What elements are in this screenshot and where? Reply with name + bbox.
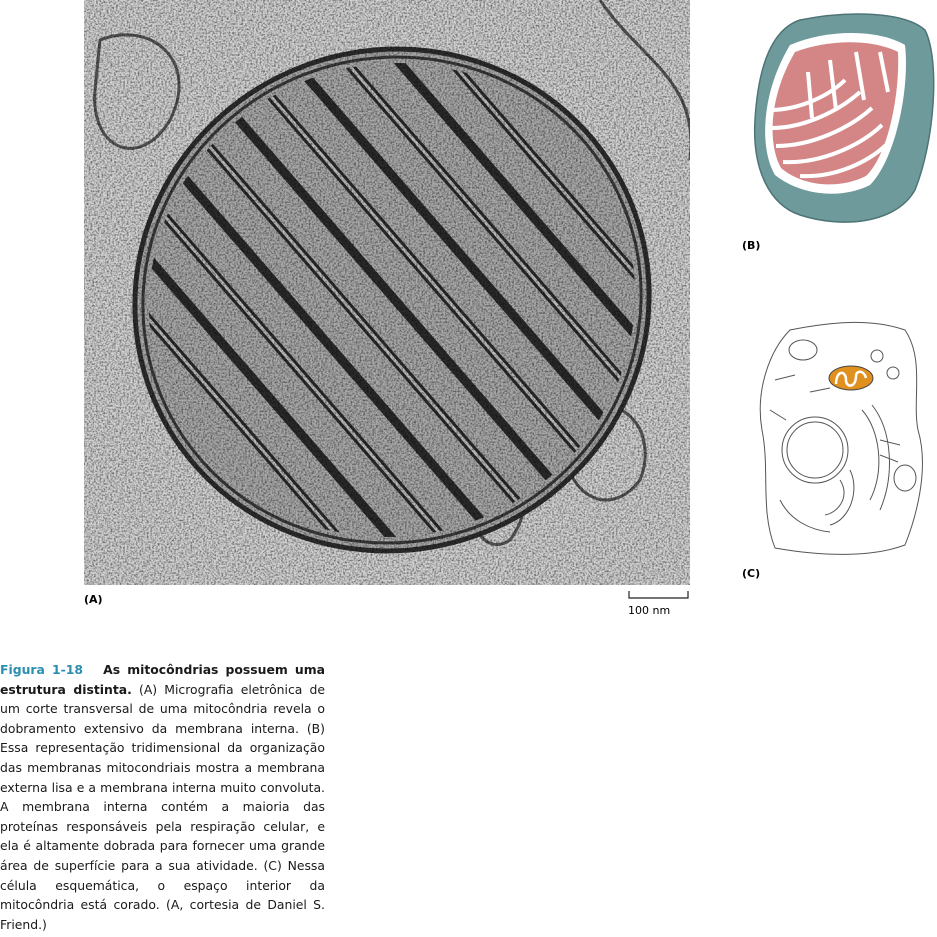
mitochondrion-3d [753, 13, 935, 223]
figure-panels: (A) 100 nm (B) (C) [84, 0, 935, 617]
inner-membrane [772, 42, 899, 185]
cell-membrane [759, 321, 923, 555]
crista-3d [799, 143, 888, 179]
vesicle [886, 366, 900, 380]
panel-label: (B) [742, 239, 760, 252]
endoplasmic-reticulum [824, 404, 890, 526]
vesicle [893, 464, 917, 492]
vesicle [788, 339, 818, 361]
highlighted-mitochondrion [828, 365, 874, 391]
caption-body: (A) Micrografia eletrônica de um corte t… [0, 681, 325, 932]
cristae-3d [769, 51, 890, 179]
crista-3d [806, 51, 890, 119]
cell-schematic [759, 321, 923, 555]
crista-3d [782, 123, 884, 165]
crista-3d [769, 78, 847, 112]
caption-title: As mitocôndrias possuem uma estrutura di… [0, 662, 325, 697]
scale-bar-label: 100 nm [628, 604, 670, 617]
figure-caption: Figura 1-18 As mitocôndrias possuem uma … [0, 660, 325, 934]
figure-number: Figura 1-18 [0, 662, 83, 677]
crista-3d [775, 106, 874, 148]
nucleus [781, 416, 849, 484]
organelles [769, 374, 901, 533]
micrograph-grain [84, 0, 690, 585]
mitochondrion-cristae [834, 370, 868, 387]
micrograph [84, 0, 690, 585]
panel-label: (A) [84, 593, 103, 606]
vesicle [870, 349, 884, 363]
crista-3d [771, 90, 862, 130]
nucleus-inner [786, 421, 844, 479]
scale-bar [628, 591, 689, 599]
panel-label: (C) [742, 567, 760, 580]
